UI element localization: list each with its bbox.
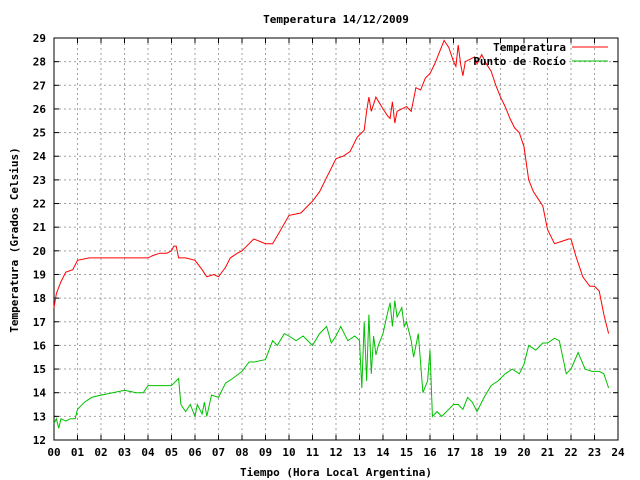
- legend: Temperatura Punto de Rocío: [473, 41, 608, 68]
- y-tick-label: 27: [33, 79, 46, 92]
- y-tick-label: 20: [33, 245, 46, 258]
- x-tick-label: 09: [259, 446, 272, 459]
- x-tick-label: 15: [400, 446, 413, 459]
- x-tick-label: 00: [47, 446, 60, 459]
- x-tick-label: 22: [564, 446, 577, 459]
- y-tick-label: 24: [33, 150, 47, 163]
- x-tick-label: 06: [188, 446, 202, 459]
- x-tick-label: 03: [118, 446, 131, 459]
- series-line-temperatura: [53, 39, 610, 334]
- x-tick-label: 19: [494, 446, 507, 459]
- x-tick-label: 23: [588, 446, 601, 459]
- x-tick-label: 01: [71, 446, 85, 459]
- x-tick-label: 12: [329, 446, 342, 459]
- y-tick-label: 29: [33, 32, 46, 45]
- y-tick-label: 15: [33, 363, 46, 376]
- x-tick-label: 18: [470, 446, 483, 459]
- x-tick-label: 14: [376, 446, 390, 459]
- y-tick-label: 25: [33, 127, 46, 140]
- y-tick-label: 17: [33, 316, 46, 329]
- x-tick-label: 21: [541, 446, 555, 459]
- y-tick-label: 21: [33, 221, 47, 234]
- y-tick-label: 16: [33, 339, 47, 352]
- x-tick-label: 20: [517, 446, 530, 459]
- series-line-punto-de-rocio: [53, 300, 610, 429]
- x-tick-label: 02: [94, 446, 107, 459]
- x-axis-label: Tiempo (Hora Local Argentina): [240, 466, 432, 479]
- x-tick-label: 11: [306, 446, 320, 459]
- x-tick-label: 07: [212, 446, 225, 459]
- y-tick-label: 13: [33, 410, 46, 423]
- legend-label-temperatura: Temperatura: [493, 41, 566, 54]
- y-tick-label: 28: [33, 56, 46, 69]
- x-tick-label: 08: [235, 446, 248, 459]
- x-tick-label: 10: [282, 446, 295, 459]
- series-layer: [53, 39, 610, 429]
- y-axis-label: Temperatura (Grados Celsius): [8, 147, 21, 332]
- grid-lines: [54, 38, 618, 440]
- y-tick-label: 18: [33, 292, 46, 305]
- y-tick-label: 23: [33, 174, 46, 187]
- x-tick-label: 04: [141, 446, 155, 459]
- y-tick-label: 26: [33, 103, 47, 116]
- chart-title: Temperatura 14/12/2009: [263, 13, 409, 26]
- axis-ticks: 00 01 02 03 04 05 06 07 08 09 10 11 12 13 14 15 16 17 18 19…: [33, 32, 625, 459]
- y-tick-label: 22: [33, 198, 46, 211]
- x-tick-label: 05: [165, 446, 178, 459]
- y-tick-label: 14: [33, 387, 47, 400]
- x-tick-label: 13: [353, 446, 366, 459]
- x-tick-label: 16: [423, 446, 437, 459]
- y-tick-label: 19: [33, 268, 46, 281]
- y-tick-label: 12: [33, 434, 46, 447]
- x-tick-label: 17: [447, 446, 460, 459]
- x-tick-label: 24: [611, 446, 625, 459]
- legend-label-punto-de-rocio: Punto de Rocío: [473, 55, 566, 68]
